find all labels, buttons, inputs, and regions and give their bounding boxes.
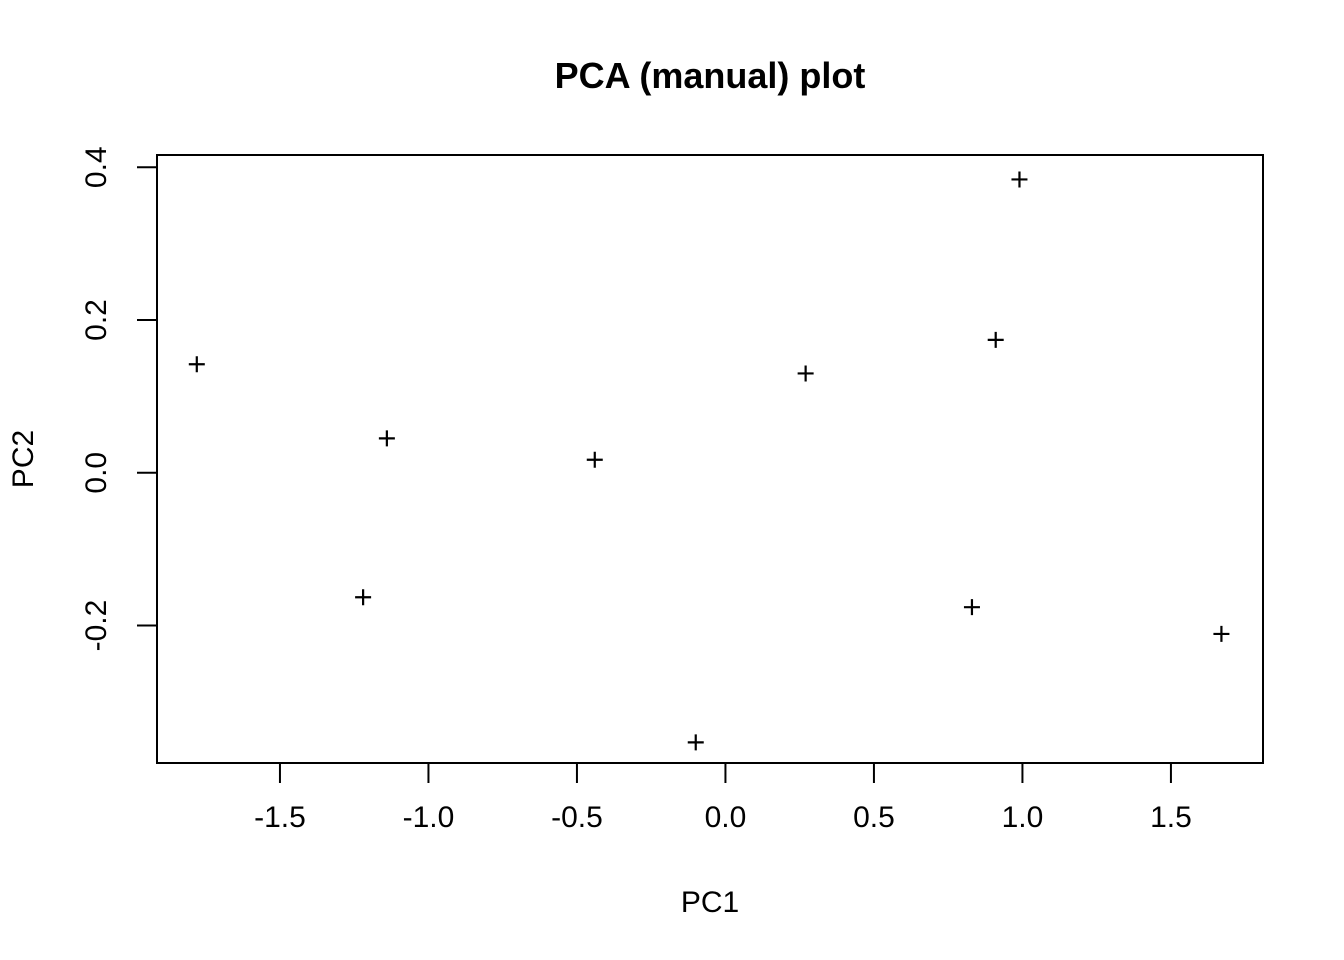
x-tick-label: 1.0	[1002, 801, 1044, 834]
data-points	[188, 171, 1230, 751]
y-tick-label: 0.4	[80, 146, 113, 188]
plot-border	[156, 154, 1264, 764]
data-point-marker	[586, 451, 603, 468]
x-tick-label: -1.0	[403, 801, 455, 834]
y-tick-label: -0.2	[80, 600, 113, 652]
axis-ticks: -1.5 -1.0 -0.5 0.0 0.5 1.0 1.5 -0.2 0.0 0.2 0.4	[80, 146, 1192, 834]
y-tick-label: 0.2	[80, 299, 113, 341]
data-point-marker	[355, 589, 372, 606]
data-point-marker	[378, 430, 395, 447]
data-point-marker	[1213, 625, 1230, 642]
x-tick-label: -1.5	[254, 801, 306, 834]
x-axis-label: PC1	[681, 886, 739, 919]
x-tick-label: -0.5	[551, 801, 603, 834]
data-point-marker	[1011, 171, 1028, 188]
y-tick-label: 0.0	[80, 452, 113, 494]
x-tick-label: 0.5	[853, 801, 895, 834]
x-tick-label: 1.5	[1150, 801, 1192, 834]
data-point-marker	[963, 599, 980, 616]
y-axis-label: PC2	[7, 430, 40, 488]
data-point-marker	[188, 356, 205, 373]
x-tick-label: 0.0	[705, 801, 747, 834]
data-point-marker	[797, 365, 814, 382]
chart-title: PCA (manual) plot	[555, 55, 866, 96]
data-point-marker	[687, 734, 704, 751]
data-point-marker	[987, 331, 1004, 348]
